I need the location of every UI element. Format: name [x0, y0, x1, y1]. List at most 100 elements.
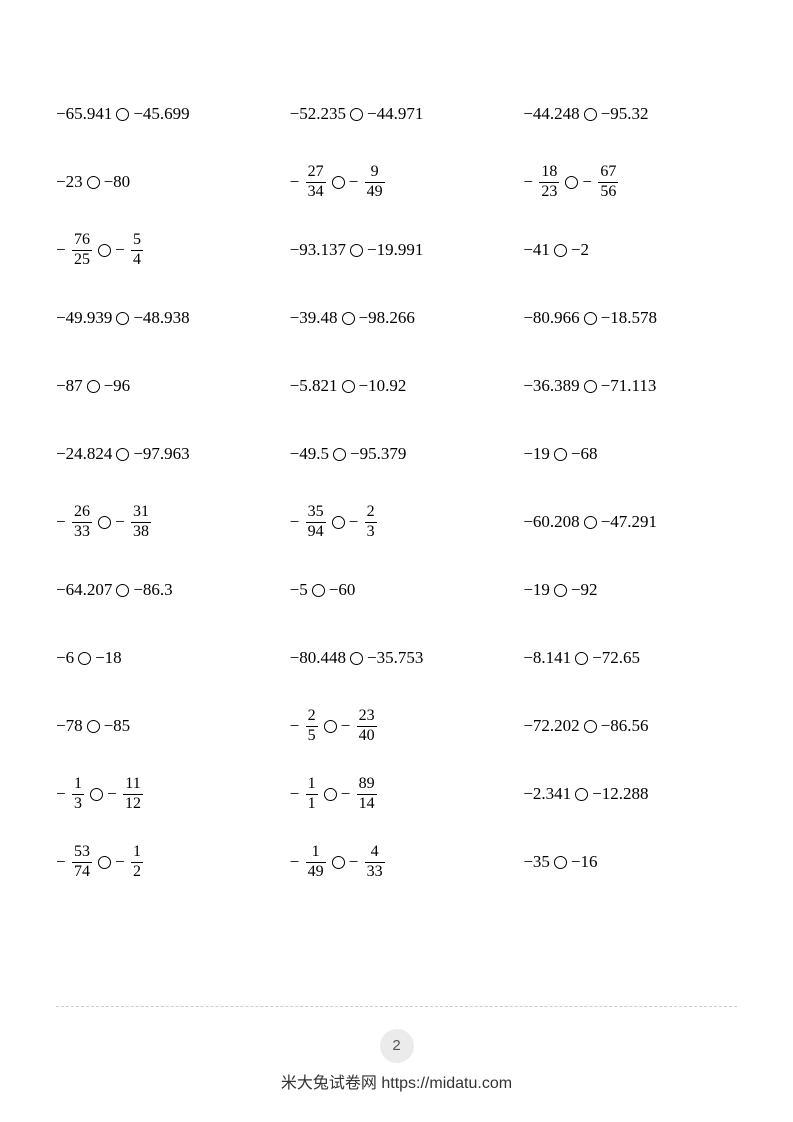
operand-fraction: − 2734 [290, 164, 328, 201]
comparison-circle[interactable] [554, 448, 567, 461]
fraction-numerator: 1 [72, 776, 84, 794]
comparison-circle[interactable] [554, 584, 567, 597]
comparison-circle[interactable] [332, 856, 345, 869]
comparison-circle[interactable] [584, 108, 597, 121]
problem-cell: −5.821−10.92 [290, 352, 504, 420]
comparison-circle[interactable] [342, 380, 355, 393]
operand-number: −19 [523, 444, 550, 464]
comparison-circle[interactable] [312, 584, 325, 597]
comparison-circle[interactable] [87, 720, 100, 733]
fraction-numerator: 76 [72, 232, 92, 250]
comparison-circle[interactable] [575, 652, 588, 665]
comparison-circle[interactable] [575, 788, 588, 801]
minus-sign: − [523, 172, 536, 192]
comparison-circle[interactable] [350, 244, 363, 257]
comparison-circle[interactable] [333, 448, 346, 461]
problem-cell: − 13− 1112 [56, 760, 270, 828]
fraction: 1823 [539, 164, 559, 201]
minus-sign: − [349, 852, 362, 872]
fraction-numerator: 31 [131, 504, 151, 522]
problem-cell: −52.235−44.971 [290, 80, 504, 148]
comparison-circle[interactable] [350, 652, 363, 665]
operand-number: −49.5 [290, 444, 329, 464]
fraction-numerator: 5 [131, 232, 143, 250]
operand-number: −44.971 [367, 104, 423, 124]
problem-cell: −23−80 [56, 148, 270, 216]
problem-cell: −93.137−19.991 [290, 216, 504, 284]
fraction-denominator: 33 [365, 862, 385, 881]
problem-cell: −72.202−86.56 [523, 692, 737, 760]
operand-number: −78 [56, 716, 83, 736]
operand-number: −93.137 [290, 240, 346, 260]
comparison-circle[interactable] [332, 516, 345, 529]
problem-cell: −44.248 −95.32 [523, 80, 737, 148]
fraction: 2633 [72, 504, 92, 541]
comparison-circle[interactable] [98, 856, 111, 869]
operand-fraction: − 6756 [582, 164, 620, 201]
comparison-circle[interactable] [584, 516, 597, 529]
minus-sign: − [341, 784, 354, 804]
page-divider [56, 1006, 737, 1007]
fraction-numerator: 9 [369, 164, 381, 182]
comparison-circle[interactable] [116, 312, 129, 325]
comparison-circle[interactable] [90, 788, 103, 801]
comparison-circle[interactable] [324, 788, 337, 801]
comparison-circle[interactable] [332, 176, 345, 189]
fraction-numerator: 26 [72, 504, 92, 522]
operand-number: −68 [571, 444, 598, 464]
fraction-denominator: 25 [72, 250, 92, 269]
fraction-numerator: 2 [306, 708, 318, 726]
operand-number: −10.92 [359, 376, 407, 396]
operand-number: −45.699 [133, 104, 189, 124]
minus-sign: − [290, 852, 303, 872]
operand-number: −44.248 [523, 104, 579, 124]
comparison-circle[interactable] [324, 720, 337, 733]
comparison-circle[interactable] [554, 244, 567, 257]
fraction: 7625 [72, 232, 92, 269]
fraction: 949 [365, 164, 385, 201]
comparison-circle[interactable] [565, 176, 578, 189]
comparison-circle[interactable] [87, 380, 100, 393]
comparison-circle[interactable] [584, 380, 597, 393]
fraction-denominator: 5 [306, 726, 318, 745]
problem-cell: −6−18 [56, 624, 270, 692]
operand-number: −60.208 [523, 512, 579, 532]
comparison-circle[interactable] [98, 244, 111, 257]
operand-number: −80.448 [290, 648, 346, 668]
comparison-circle[interactable] [554, 856, 567, 869]
comparison-circle[interactable] [342, 312, 355, 325]
comparison-circle[interactable] [584, 312, 597, 325]
fraction: 3138 [131, 504, 151, 541]
comparison-circle[interactable] [87, 176, 100, 189]
operand-fraction: − 8914 [341, 776, 379, 813]
minus-sign: − [56, 852, 69, 872]
fraction-numerator: 53 [72, 844, 92, 862]
comparison-circle[interactable] [116, 584, 129, 597]
operand-number: −35.753 [367, 648, 423, 668]
comparison-circle[interactable] [584, 720, 597, 733]
fraction: 12 [131, 844, 143, 881]
comparison-circle[interactable] [78, 652, 91, 665]
fraction-denominator: 14 [357, 794, 377, 813]
fraction-denominator: 3 [72, 794, 84, 813]
problem-cell: −78−85 [56, 692, 270, 760]
fraction: 149 [306, 844, 326, 881]
comparison-circle[interactable] [350, 108, 363, 121]
operand-number: −60 [329, 580, 356, 600]
operand-number: −2.341 [523, 784, 571, 804]
operand-fraction: − 149 [290, 844, 328, 881]
fraction: 25 [306, 708, 318, 745]
problem-cell: −5 −60 [290, 556, 504, 624]
comparison-circle[interactable] [116, 108, 129, 121]
operand-number: −5 [290, 580, 308, 600]
comparison-circle[interactable] [98, 516, 111, 529]
operand-number: −92 [571, 580, 598, 600]
operand-number: −35 [523, 852, 550, 872]
fraction-numerator: 35 [306, 504, 326, 522]
problem-cell: −24.824−97.963 [56, 420, 270, 488]
problem-cell: −65.941−45.699 [56, 80, 270, 148]
operand-number: −95.379 [350, 444, 406, 464]
operand-number: −18.578 [601, 308, 657, 328]
comparison-circle[interactable] [116, 448, 129, 461]
operand-number: −95.32 [601, 104, 649, 124]
